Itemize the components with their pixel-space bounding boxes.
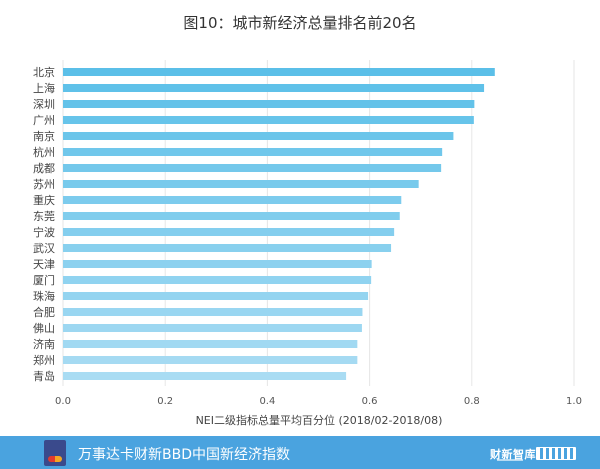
x-tick-label: 0.2 [157, 396, 173, 407]
caixin-think-tank-logo: 财新智库 [490, 448, 536, 461]
bar [63, 228, 395, 236]
x-tick-label: 0.0 [55, 396, 71, 407]
bar [63, 372, 347, 380]
footer-bar: 万事达卡财新BBD中国新经济指数 财新智库 [0, 436, 600, 469]
category-label: 宁波 [33, 225, 55, 239]
category-label: 南京 [33, 129, 55, 143]
bar [63, 308, 363, 316]
bar [63, 260, 372, 268]
bar [63, 196, 402, 204]
x-tick-label: 0.6 [362, 396, 378, 407]
bar [63, 292, 369, 300]
mastercard-card-icon [44, 440, 66, 466]
bbd-logo [536, 447, 576, 460]
category-label: 杭州 [33, 145, 55, 159]
category-label: 天津 [33, 258, 55, 271]
category-label: 上海 [33, 81, 55, 95]
bar-chart: 北京上海深圳广州南京杭州成都苏州重庆东莞宁波武汉天津厦门珠海合肥佛山济南郑州青岛… [33, 60, 582, 427]
category-label: 青岛 [33, 369, 55, 383]
bar [63, 324, 362, 332]
bar [63, 212, 400, 220]
bar [63, 132, 454, 140]
x-tick-label: 0.4 [259, 396, 275, 407]
category-label: 珠海 [33, 289, 55, 303]
category-label: 重庆 [33, 193, 55, 207]
category-label: 北京 [33, 65, 55, 79]
category-label: 成都 [33, 162, 55, 175]
category-label: 合肥 [33, 305, 55, 319]
bar [63, 100, 475, 108]
x-tick-label: 0.8 [464, 396, 480, 407]
bar [63, 164, 442, 172]
footer-text: 万事达卡财新BBD中国新经济指数 [78, 447, 290, 463]
bar [63, 68, 495, 76]
bar [63, 84, 485, 92]
bar [63, 148, 443, 156]
category-label: 深圳 [33, 98, 55, 111]
category-label: 东莞 [33, 210, 55, 223]
category-label: 郑州 [33, 353, 55, 367]
category-label: 厦门 [33, 273, 55, 287]
x-tick-labels: 0.0 0.2 0.4 0.6 0.8 1.0 [55, 396, 582, 407]
grid-lines [62, 60, 575, 386]
logo-underline [497, 459, 523, 461]
category-label: 苏州 [33, 178, 55, 191]
bar [63, 244, 392, 252]
bar [63, 340, 358, 348]
category-label: 广州 [33, 114, 55, 127]
chart-title: 图10：城市新经济总量排名前20名 [183, 14, 417, 32]
bar [63, 180, 419, 188]
bar [63, 356, 358, 364]
bar [63, 276, 372, 284]
category-label: 武汉 [33, 242, 55, 255]
category-label: 佛山 [33, 322, 55, 335]
bar [63, 116, 474, 124]
bars [63, 68, 495, 380]
category-label: 济南 [33, 337, 55, 351]
x-tick-label: 1.0 [566, 396, 582, 407]
x-axis-label: NEI二级指标总量平均百分位 (2018/02-2018/08) [196, 413, 443, 427]
